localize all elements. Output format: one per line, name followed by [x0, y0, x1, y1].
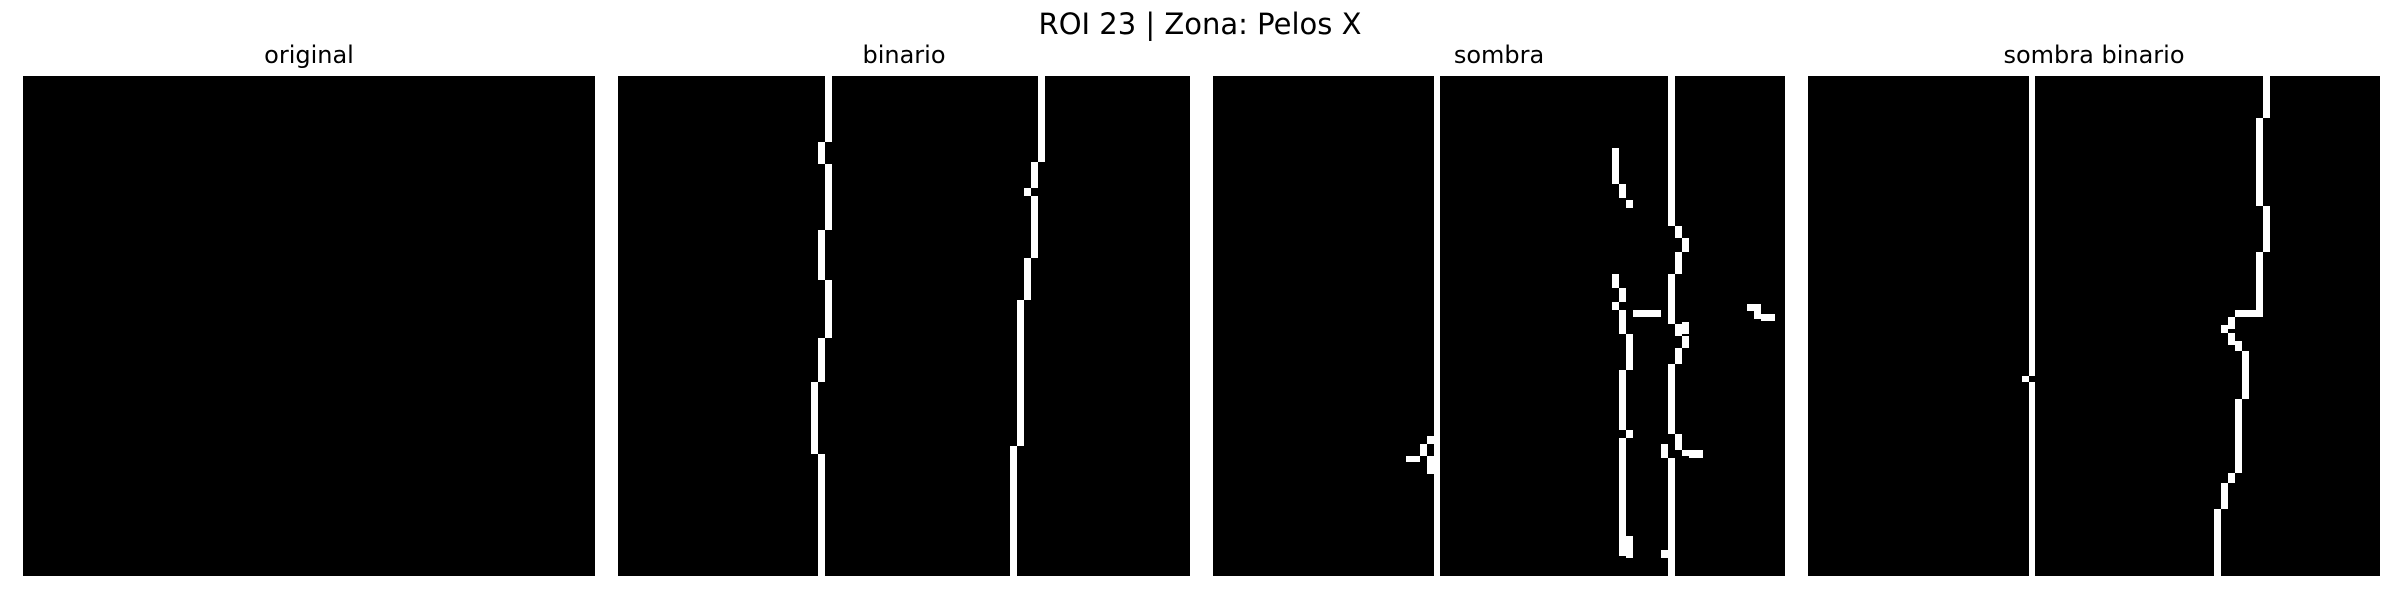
panel-title-original: original [264, 41, 354, 69]
panel-title-sombra: sombra [1453, 41, 1545, 69]
edge-lines-binario [811, 76, 1045, 576]
edge-lines-sombra-binario [2022, 76, 2270, 576]
panel-original: original [23, 41, 595, 576]
panel-sombra-binario: sombra binario [1808, 41, 2380, 576]
panel-title-sombra-binario: sombra binario [2003, 41, 2185, 69]
figure-title: ROI 23 | Zona: Pelos X [1038, 7, 1362, 41]
panel-title-binario: binario [862, 41, 946, 69]
image-binario [618, 76, 1190, 576]
panel-sombra: sombra [1213, 41, 1785, 576]
image-original [23, 76, 595, 576]
panel-binario: binario [618, 41, 1190, 576]
edge-lines-sombra [1406, 76, 1775, 576]
image-sombra-binario [1808, 76, 2380, 576]
image-sombra [1213, 76, 1785, 576]
